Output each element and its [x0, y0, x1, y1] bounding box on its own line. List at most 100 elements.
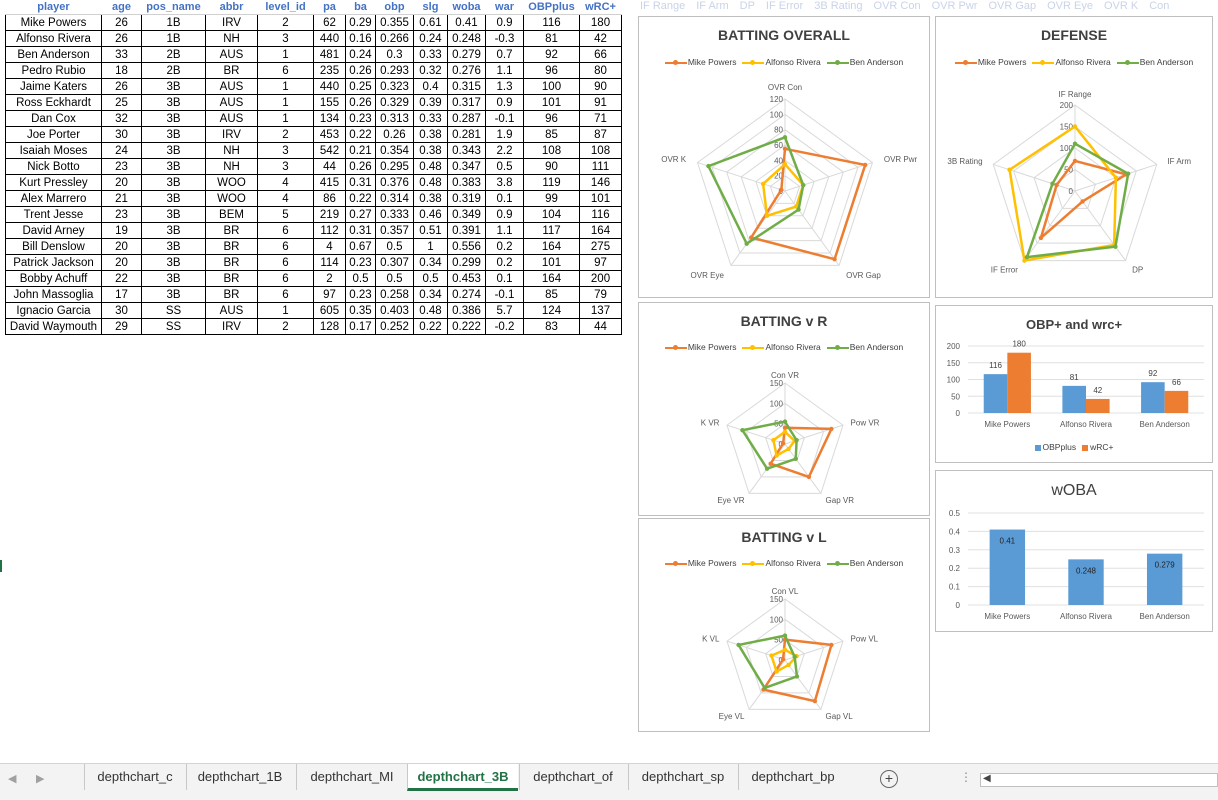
table-cell[interactable]: 0.319 — [447, 190, 486, 207]
table-cell[interactable]: 44 — [579, 318, 622, 335]
table-cell[interactable]: 0.46 — [413, 206, 448, 223]
add-sheet-button[interactable]: + — [880, 770, 898, 788]
table-cell[interactable]: 0.281 — [447, 126, 486, 143]
table-cell[interactable]: 1 — [257, 46, 314, 63]
table-cell[interactable]: 114 — [313, 254, 346, 271]
column-header[interactable]: woba — [447, 0, 486, 15]
table-cell[interactable]: 0.26 — [345, 94, 376, 111]
table-cell[interactable]: 0.5 — [485, 158, 524, 175]
table-cell[interactable]: 0.29 — [345, 14, 376, 31]
table-cell[interactable]: 453 — [313, 126, 346, 143]
table-cell[interactable]: 0.51 — [413, 222, 448, 239]
table-cell[interactable]: 21 — [101, 190, 142, 207]
table-cell[interactable]: BEM — [205, 206, 258, 223]
table-cell[interactable]: 3B — [141, 270, 206, 287]
defense-chart[interactable]: DEFENSE Mike Powers Alfonso Rivera Ben And… — [935, 16, 1213, 298]
table-cell[interactable]: 23 — [101, 158, 142, 175]
table-cell[interactable]: 0.347 — [447, 158, 486, 175]
table-cell[interactable]: Isaiah Moses — [5, 142, 102, 159]
table-cell[interactable]: 137 — [579, 302, 622, 319]
table-cell[interactable]: Ross Eckhardt — [5, 94, 102, 111]
table-cell[interactable]: 0.343 — [447, 142, 486, 159]
table-cell[interactable]: David Waymouth — [5, 318, 102, 335]
table-cell[interactable]: 0.31 — [345, 222, 376, 239]
table-cell[interactable]: 0.39 — [413, 94, 448, 111]
column-header[interactable]: age — [101, 0, 142, 15]
table-cell[interactable]: 219 — [313, 206, 346, 223]
table-cell[interactable]: 30 — [101, 302, 142, 319]
table-cell[interactable]: 25 — [101, 94, 142, 111]
table-cell[interactable]: 0.26 — [375, 126, 414, 143]
table-cell[interactable]: 275 — [579, 238, 622, 255]
table-cell[interactable]: 0.5 — [375, 238, 414, 255]
table-cell[interactable]: 92 — [523, 46, 580, 63]
table-cell[interactable]: 0.4 — [413, 78, 448, 95]
table-cell[interactable]: 3B — [141, 222, 206, 239]
table-cell[interactable]: 6 — [257, 238, 314, 255]
table-cell[interactable]: 20 — [101, 174, 142, 191]
table-cell[interactable]: 0.355 — [375, 14, 414, 31]
table-cell[interactable]: 26 — [101, 30, 142, 47]
table-cell[interactable]: 85 — [523, 126, 580, 143]
column-header[interactable]: OBPplus — [523, 0, 580, 15]
table-cell[interactable]: 111 — [579, 158, 622, 175]
table-cell[interactable]: 0.354 — [375, 142, 414, 159]
table-cell[interactable]: 0.349 — [447, 206, 486, 223]
table-cell[interactable]: 2.2 — [485, 142, 524, 159]
table-cell[interactable]: 3B — [141, 142, 206, 159]
column-header[interactable]: wRC+ — [579, 0, 622, 15]
table-cell[interactable]: -0.1 — [485, 110, 524, 127]
table-cell[interactable]: AUS — [205, 302, 258, 319]
table-cell[interactable]: 164 — [579, 222, 622, 239]
table-cell[interactable]: Alfonso Rivera — [5, 30, 102, 47]
table-cell[interactable]: 146 — [579, 174, 622, 191]
table-cell[interactable]: 101 — [579, 190, 622, 207]
table-cell[interactable]: 0.376 — [375, 174, 414, 191]
table-cell[interactable]: AUS — [205, 46, 258, 63]
table-cell[interactable]: Kurt Pressley — [5, 174, 102, 191]
table-cell[interactable]: 4 — [313, 238, 346, 255]
tab-depthchart-sp[interactable]: depthchart_sp — [628, 764, 737, 790]
table-cell[interactable]: 3 — [257, 30, 314, 47]
table-cell[interactable]: 97 — [313, 286, 346, 303]
table-cell[interactable]: 79 — [579, 286, 622, 303]
obp-wrc-bar-chart[interactable]: OBP+ and wrc+ 0 50 100 150 200 116 180 Mike Pow… — [935, 305, 1213, 463]
table-cell[interactable]: 0.248 — [447, 30, 486, 47]
table-cell[interactable]: 0.27 — [345, 206, 376, 223]
table-cell[interactable]: 1.9 — [485, 126, 524, 143]
table-cell[interactable]: 0.22 — [345, 126, 376, 143]
table-cell[interactable]: 0.41 — [447, 14, 486, 31]
table-cell[interactable]: 415 — [313, 174, 346, 191]
table-cell[interactable]: 0.22 — [345, 190, 376, 207]
table-cell[interactable]: 96 — [523, 62, 580, 79]
table-cell[interactable]: 3 — [257, 158, 314, 175]
table-cell[interactable]: 0.48 — [413, 302, 448, 319]
table-cell[interactable]: BR — [205, 286, 258, 303]
table-cell[interactable]: 0.357 — [375, 222, 414, 239]
table-cell[interactable]: BR — [205, 270, 258, 287]
table-cell[interactable]: 86 — [313, 190, 346, 207]
more-options-icon[interactable]: ⋮ — [960, 770, 972, 784]
table-cell[interactable]: IRV — [205, 126, 258, 143]
table-cell[interactable]: 0.1 — [485, 190, 524, 207]
table-cell[interactable]: Alex Marrero — [5, 190, 102, 207]
table-cell[interactable]: 80 — [579, 62, 622, 79]
table-cell[interactable]: Bill Denslow — [5, 238, 102, 255]
table-cell[interactable]: 112 — [313, 222, 346, 239]
table-cell[interactable]: 3B — [141, 254, 206, 271]
table-cell[interactable]: 1 — [413, 238, 448, 255]
table-cell[interactable]: 90 — [579, 78, 622, 95]
table-cell[interactable]: 0.34 — [413, 286, 448, 303]
tab-depthchart-mi[interactable]: depthchart_MI — [296, 764, 407, 790]
table-cell[interactable]: 0.34 — [413, 254, 448, 271]
table-cell[interactable]: 0.299 — [447, 254, 486, 271]
column-header[interactable]: ba — [345, 0, 376, 15]
table-cell[interactable]: 0.3 — [375, 46, 414, 63]
tab-depthchart-bp[interactable]: depthchart_bp — [738, 764, 847, 790]
tab-depthchart-1b[interactable]: depthchart_1B — [186, 764, 293, 790]
table-cell[interactable]: 0.1 — [485, 270, 524, 287]
table-cell[interactable]: 0.33 — [413, 46, 448, 63]
table-cell[interactable]: 3B — [141, 110, 206, 127]
table-cell[interactable]: 108 — [523, 142, 580, 159]
table-cell[interactable]: BR — [205, 254, 258, 271]
